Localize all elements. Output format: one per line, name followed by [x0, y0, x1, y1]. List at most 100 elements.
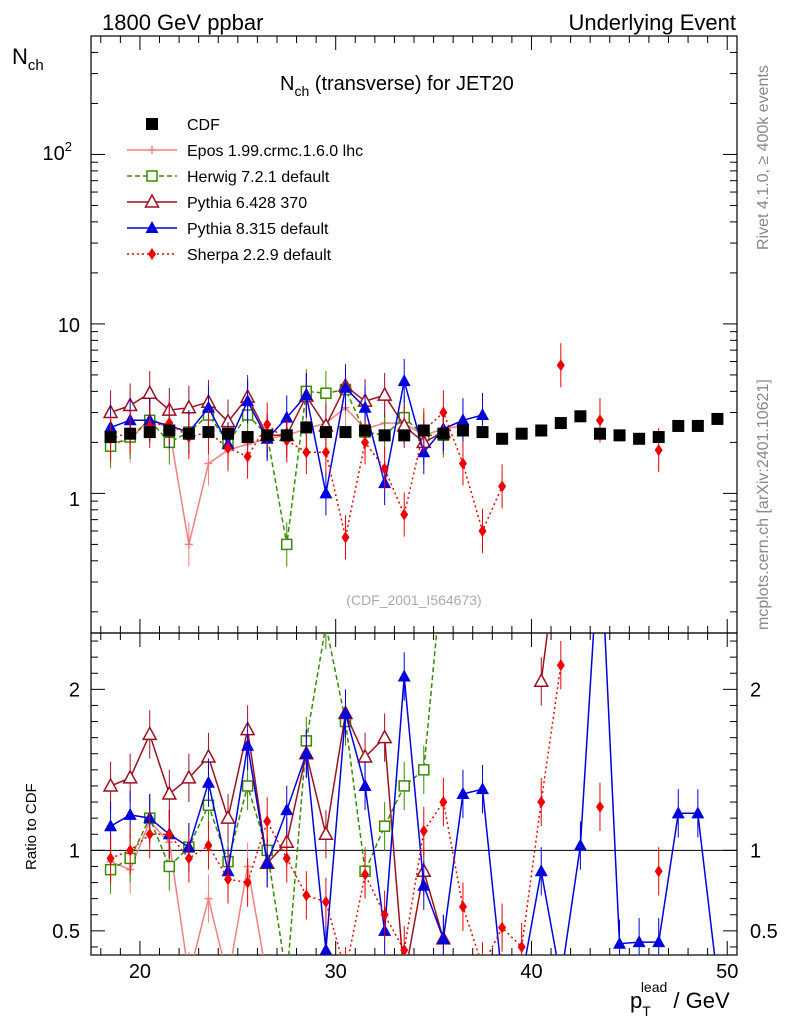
data-point [439, 406, 448, 419]
data-point [458, 457, 467, 470]
data-point [241, 394, 255, 407]
ratio-point [517, 940, 526, 953]
data-point [202, 426, 215, 439]
data-point [496, 432, 509, 445]
data-point [691, 419, 704, 432]
data-point [338, 380, 352, 393]
header-left: 1800 GeV ppbar [102, 10, 263, 35]
legend-marker [148, 248, 156, 260]
data-point [141, 384, 158, 399]
ratio-point [381, 975, 389, 983]
xlabel-rest: / GeV [667, 988, 730, 1013]
ratio-point [439, 796, 448, 809]
ratio-point [534, 864, 548, 877]
legend-label: Herwig 7.2.1 default [187, 169, 330, 186]
ratio-tick-label-right: 2 [750, 679, 761, 701]
data-point [241, 431, 254, 444]
data-point [652, 431, 665, 444]
xlabel-main: p [630, 988, 642, 1013]
ratio-point [185, 972, 193, 980]
ratio-point [321, 895, 330, 908]
data-point [595, 414, 604, 427]
data-point [672, 419, 685, 432]
ratio-point [654, 865, 663, 878]
plot-title: Nch (transverse) for JET20 [280, 73, 514, 99]
x-tick-label: 50 [716, 961, 738, 983]
ratio-point [260, 856, 274, 869]
data-point [437, 427, 450, 440]
ratio-point [420, 975, 428, 983]
ratio-point [438, 556, 448, 566]
data-point [281, 538, 293, 551]
ratio-point [537, 796, 546, 809]
data-point [143, 426, 156, 439]
legend-marker [144, 193, 160, 208]
ratio-point [632, 935, 646, 948]
series-line [110, 388, 444, 545]
ratio-point [283, 975, 291, 983]
analysis-watermark: (CDF_2001_I564673) [346, 592, 481, 608]
data-point [478, 524, 487, 537]
main-series-group [102, 343, 724, 567]
ratio-point [141, 725, 158, 741]
data-point [456, 424, 469, 437]
ratio-tick-label-right: 1 [750, 840, 761, 862]
ratio-line [110, 633, 716, 955]
ratio-point [554, 521, 567, 533]
ratio-point [220, 809, 236, 824]
rivet-label: Rivet 4.1.0, ≥ 400k events [755, 65, 772, 250]
data-point [376, 386, 393, 401]
legend-marker [146, 118, 158, 130]
ratio-point [398, 972, 411, 984]
data-point [476, 426, 489, 439]
ratio-point [652, 521, 665, 533]
ratio-plot-frame [90, 632, 738, 956]
data-point [104, 431, 117, 444]
ylabel-sub: ch [28, 57, 44, 74]
data-point [280, 410, 294, 423]
x-tick-label: 20 [129, 961, 151, 983]
ratio-series-group [102, 521, 716, 984]
ratio-point [417, 878, 431, 891]
data-point [359, 424, 372, 437]
ratio-point [282, 974, 292, 984]
data-point [124, 427, 137, 440]
ratio-line [110, 633, 549, 955]
ratio-point [397, 669, 411, 682]
ratio-tick-label-right: 0.5 [750, 921, 778, 943]
y-axis-label: Nch [12, 44, 44, 74]
data-point [320, 387, 332, 399]
ratio-point [123, 807, 137, 820]
ratio-point [204, 894, 213, 903]
ratio-point [161, 785, 178, 800]
ratio-point [321, 620, 331, 630]
y-tick-label-100: 102 [43, 139, 72, 165]
title-rest: (transverse) for JET20 [309, 73, 514, 95]
data-point [302, 446, 311, 459]
data-point [711, 412, 724, 425]
series-4 [104, 358, 490, 516]
ratio-point [181, 769, 197, 784]
data-point [515, 427, 528, 440]
data-point [261, 429, 274, 442]
data-point [398, 429, 411, 442]
data-point [476, 408, 490, 421]
ratio-point [302, 975, 310, 983]
ratio-point [436, 931, 450, 944]
data-point [498, 480, 507, 493]
ratio-point [338, 706, 352, 719]
ratio-point [556, 659, 565, 672]
ratio-point [419, 825, 428, 838]
ratio-tick-label: 0.5 [52, 921, 80, 943]
ratio-point [165, 828, 174, 841]
ratio-point [263, 815, 272, 828]
data-point [222, 427, 235, 440]
data-point [184, 540, 193, 549]
legend-label: Pythia 6.428 370 [187, 195, 307, 212]
data-point [400, 508, 409, 521]
data-point [319, 486, 333, 499]
ratio-point [595, 800, 604, 813]
ratio-tick-label: 1 [69, 840, 80, 862]
ratio-point [496, 521, 509, 533]
ratio-point [498, 921, 507, 934]
